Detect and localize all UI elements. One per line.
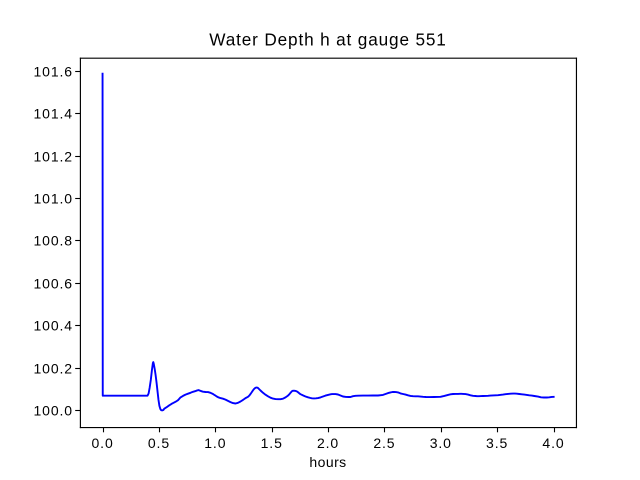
svg-text:0.0: 0.0 — [92, 435, 114, 451]
svg-text:100.4: 100.4 — [33, 318, 73, 334]
svg-text:100.6: 100.6 — [33, 276, 73, 292]
svg-text:2.5: 2.5 — [373, 435, 395, 451]
svg-text:101.6: 101.6 — [33, 64, 73, 80]
svg-text:1.0: 1.0 — [204, 435, 226, 451]
svg-text:Water Depth h at gauge 551: Water Depth h at gauge 551 — [209, 30, 446, 50]
svg-text:100.0: 100.0 — [33, 403, 73, 419]
svg-text:hours: hours — [309, 454, 346, 470]
svg-text:100.8: 100.8 — [33, 233, 73, 249]
svg-text:3.5: 3.5 — [486, 435, 508, 451]
svg-text:4.0: 4.0 — [542, 435, 564, 451]
svg-text:101.2: 101.2 — [33, 149, 73, 165]
svg-text:1.5: 1.5 — [261, 435, 283, 451]
svg-text:3.0: 3.0 — [430, 435, 452, 451]
svg-text:100.2: 100.2 — [33, 361, 73, 377]
svg-text:0.5: 0.5 — [148, 435, 170, 451]
svg-text:101.4: 101.4 — [33, 106, 73, 122]
svg-text:2.0: 2.0 — [317, 435, 339, 451]
svg-text:101.0: 101.0 — [33, 191, 73, 207]
